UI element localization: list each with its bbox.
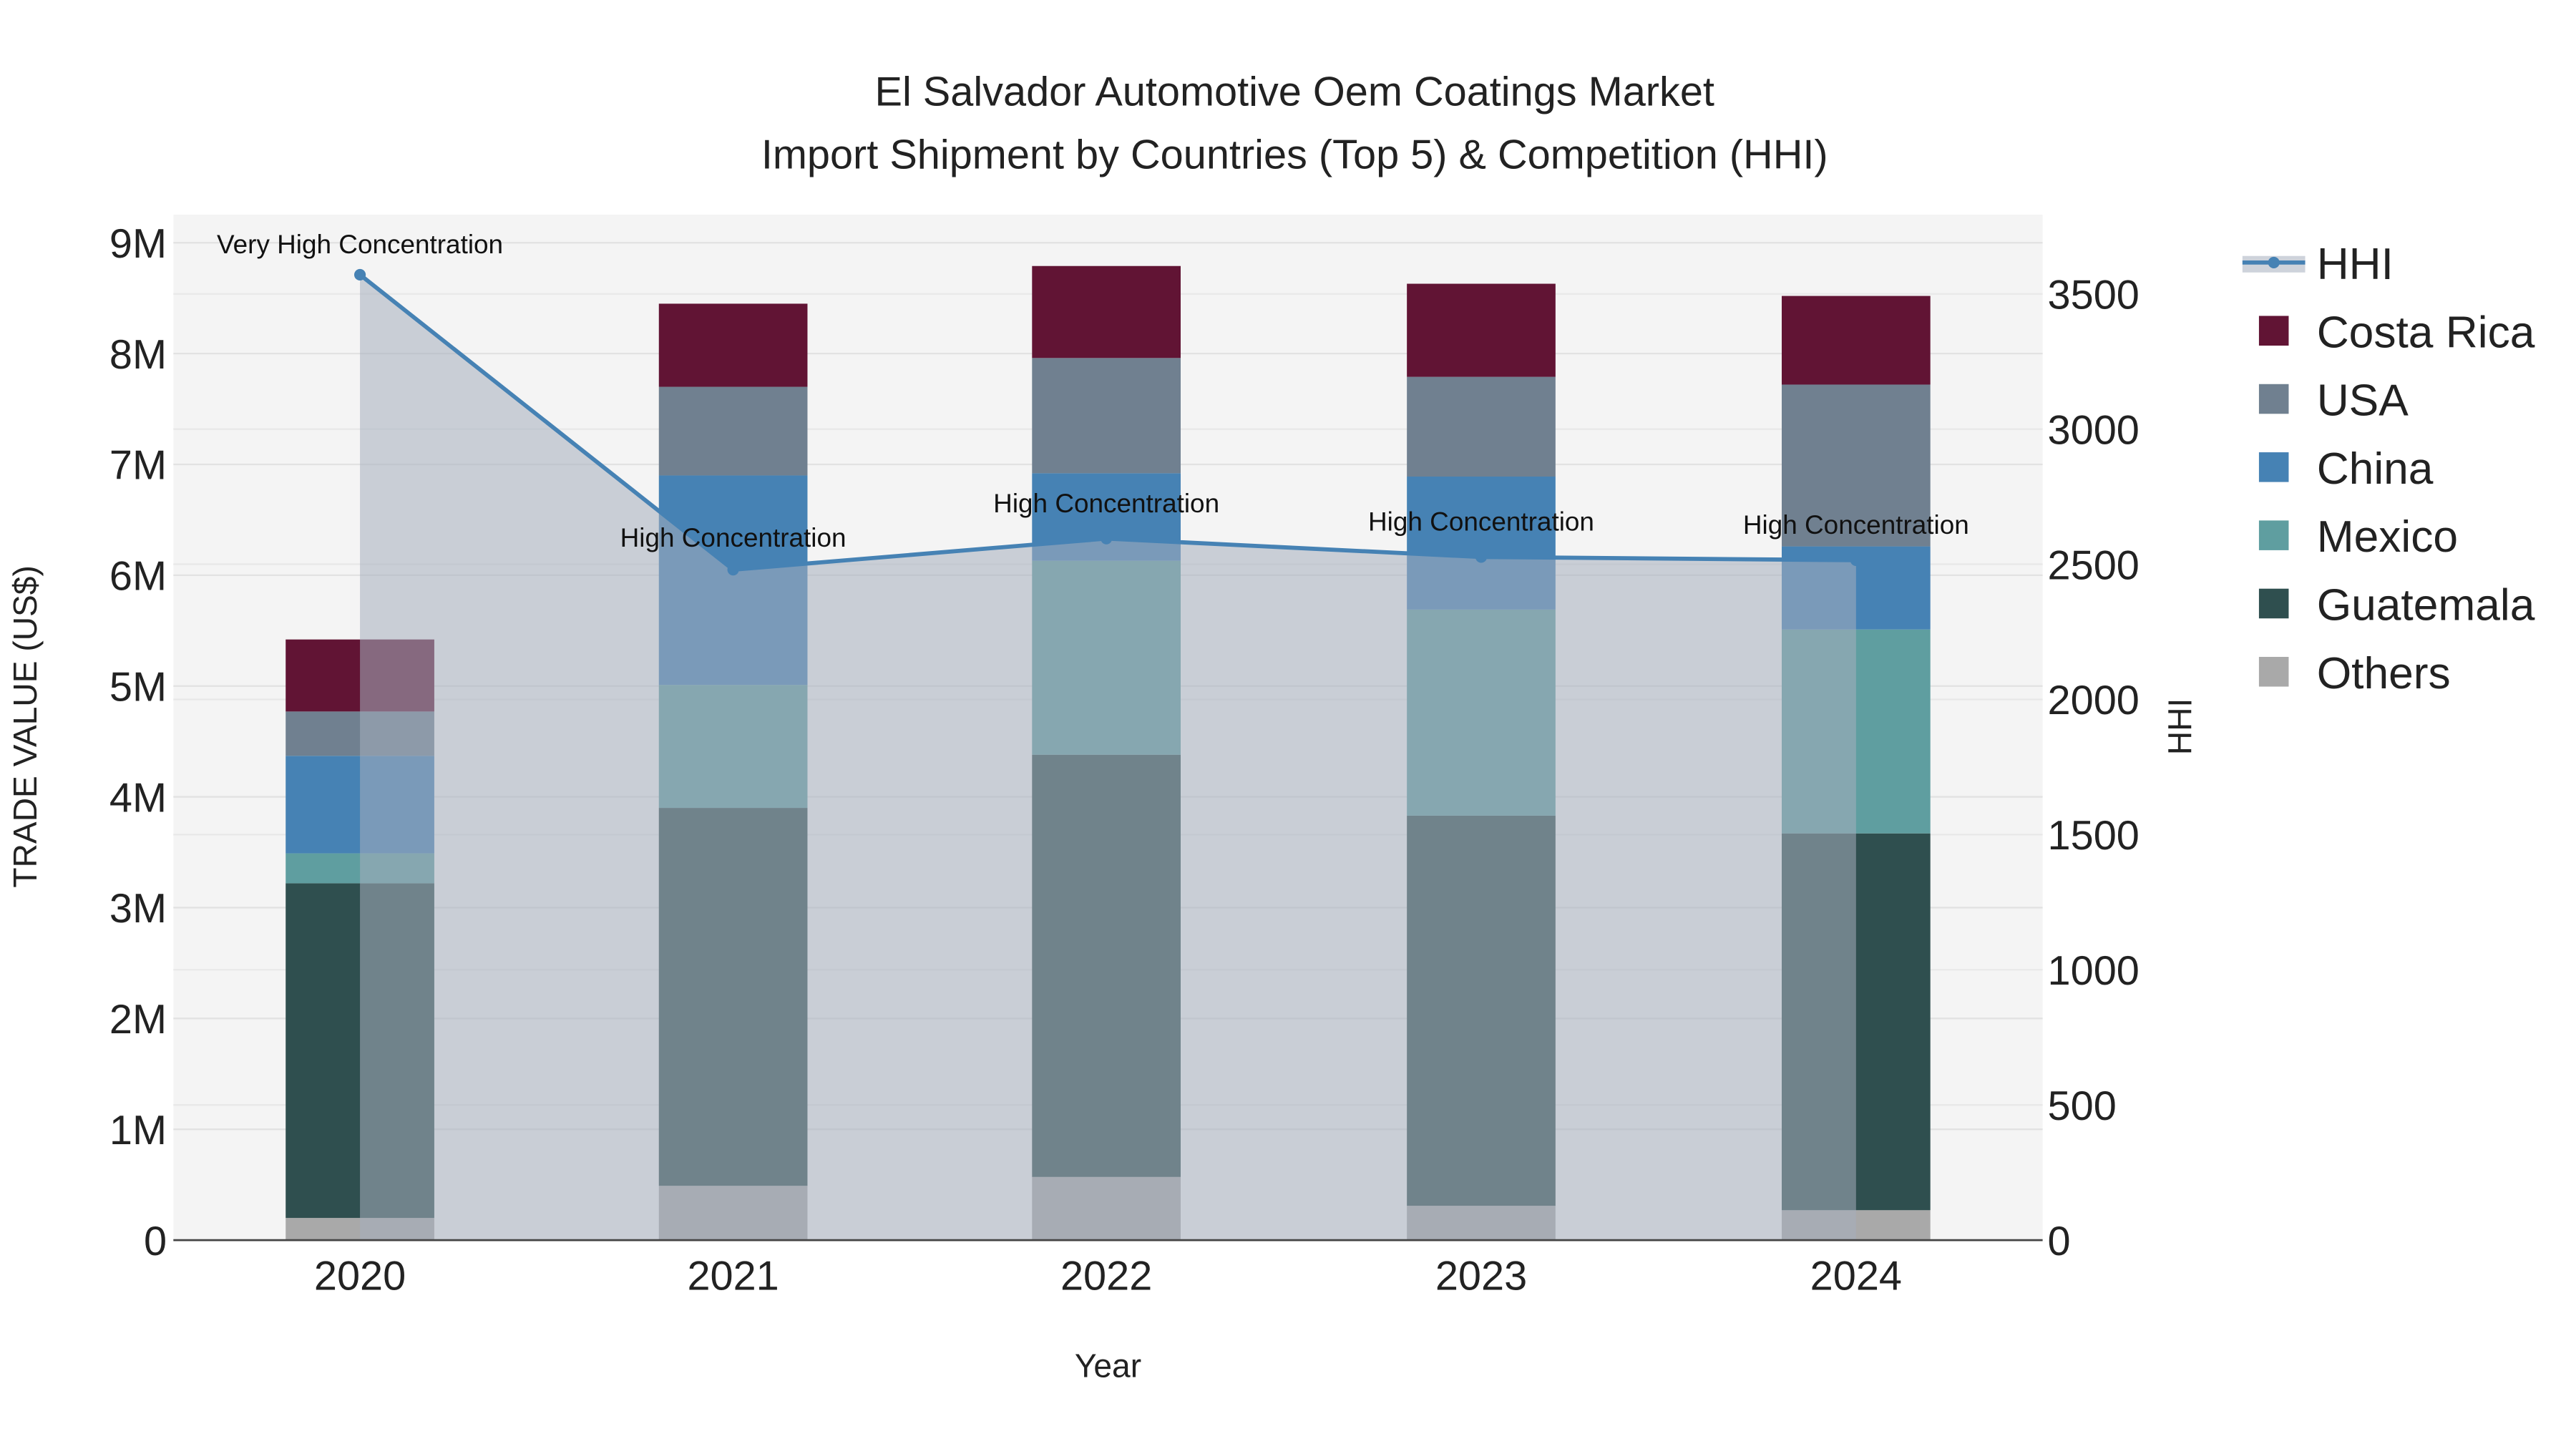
y-tick-label: 0 [144, 1219, 167, 1264]
y2-tick-label: 2500 [2048, 542, 2140, 588]
y-tick-label: 2M [109, 997, 167, 1043]
y2-tick-label: 0 [2048, 1219, 2071, 1264]
chart-title: El Salvador Automotive Oem Coatings Mark… [874, 69, 1714, 115]
legend-label: Mexico [2317, 512, 2458, 562]
bar-usa [1407, 376, 1556, 477]
hhi-annotation: High Concentration [1368, 507, 1594, 536]
legend-swatch [2258, 657, 2289, 687]
legend-label: HHI [2317, 240, 2394, 289]
legend-swatch [2258, 588, 2289, 619]
legend-label: Others [2317, 649, 2451, 698]
legend-swatch [2258, 316, 2289, 346]
hhi-point [727, 564, 739, 576]
hhi-point [1101, 532, 1113, 545]
legend-label: China [2317, 444, 2434, 494]
y2-tick-label: 500 [2048, 1083, 2117, 1129]
hhi-annotation: High Concentration [993, 489, 1219, 518]
x-tick-label: 2024 [1810, 1253, 1902, 1299]
x-tick-label: 2023 [1435, 1253, 1527, 1299]
bar-usa [1782, 384, 1931, 547]
y2-tick-label: 3000 [2048, 407, 2140, 453]
y-tick-label: 8M [109, 332, 167, 378]
y-axis-label: TRADE VALUE (US$) [6, 565, 44, 887]
legend-label: Guatemala [2317, 581, 2535, 630]
hhi-area [360, 274, 1856, 1241]
y-tick-label: 4M [109, 775, 167, 821]
y2-tick-label: 2000 [2048, 678, 2140, 723]
bar-costa-rica [1782, 296, 1931, 385]
hhi-point [1475, 551, 1488, 563]
bar-usa [1032, 358, 1181, 474]
bar-costa-rica [658, 303, 808, 387]
hhi-annotation: Very High Concentration [217, 230, 503, 259]
hhi-annotation: High Concentration [620, 523, 847, 552]
legend: HHI Costa Rica USA China Mexico Guatemala Othe… [2242, 240, 2535, 698]
legend-swatch-hhi-marker [2268, 256, 2280, 268]
legend-swatch [2258, 384, 2289, 414]
y2-tick-label: 1500 [2048, 813, 2140, 859]
legend-label: Costa Rica [2317, 308, 2535, 357]
x-axis-label: Year [1075, 1347, 1141, 1385]
bar-costa-rica [1407, 283, 1556, 377]
y-tick-label: 5M [109, 664, 167, 710]
y2-axis-label: HHI [2161, 698, 2198, 755]
legend-label: USA [2317, 376, 2409, 426]
x-tick-label: 2022 [1060, 1253, 1152, 1299]
y-tick-label: 3M [109, 886, 167, 932]
hhi-point [1850, 554, 1862, 566]
y-tick-label: 7M [109, 443, 167, 489]
legend-swatch [2258, 452, 2289, 482]
y-tick-label: 6M [109, 554, 167, 600]
hhi-annotation: High Concentration [1743, 510, 1969, 540]
y2-tick-label: 1000 [2048, 948, 2140, 994]
chart-subtitle: Import Shipment by Countries (Top 5) & C… [761, 132, 1828, 177]
hhi-point [354, 268, 366, 281]
bar-costa-rica [1032, 265, 1181, 358]
y2-tick-label: 3500 [2048, 273, 2140, 318]
bar-usa [658, 386, 808, 476]
legend-swatch [2258, 520, 2289, 550]
x-tick-label: 2021 [687, 1253, 779, 1299]
y-tick-label: 1M [109, 1108, 167, 1153]
y-tick-label: 9M [109, 221, 167, 267]
x-tick-label: 2020 [314, 1253, 406, 1299]
